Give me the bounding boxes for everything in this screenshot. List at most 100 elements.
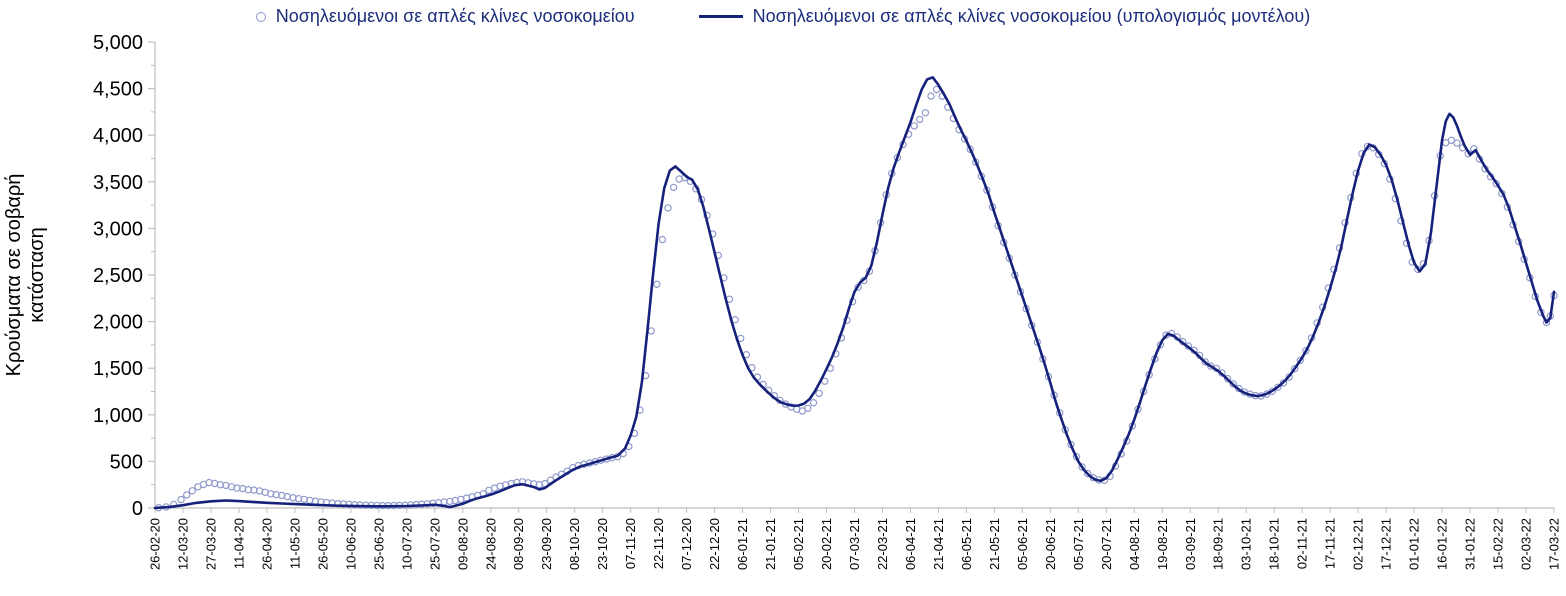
x-tick-label: 25-07-20 xyxy=(427,518,442,570)
y-axis-title-line: Κρούσματα σε σοβαρή xyxy=(3,174,25,377)
y-tick-label: 500 xyxy=(110,451,143,473)
observed-point xyxy=(188,487,196,495)
y-tick-label: 0 xyxy=(132,498,143,520)
y-tick-label: 1,500 xyxy=(93,358,143,380)
y-tick-label: 4,000 xyxy=(93,125,143,147)
x-tick-label: 11-04-20 xyxy=(231,518,246,569)
y-tick-label: 3,000 xyxy=(93,218,143,240)
x-tick-label: 24-08-20 xyxy=(483,518,498,570)
x-tick-label: 04-08-21 xyxy=(1127,518,1142,570)
model-line xyxy=(153,76,1556,510)
x-tick-label: 26-05-20 xyxy=(315,518,330,570)
y-tick-label: 4,500 xyxy=(93,79,143,101)
x-tick-label: 11-05-20 xyxy=(287,518,302,569)
x-tick-label: 02-11-21 xyxy=(1295,518,1310,569)
x-tick-label: 12-03-20 xyxy=(175,518,190,570)
x-tick-label: 08-10-20 xyxy=(567,518,582,570)
open-circle-marker-icon xyxy=(255,11,266,22)
observed-point xyxy=(1285,373,1293,381)
observed-point xyxy=(1083,469,1092,478)
x-tick-label: 22-03-21 xyxy=(875,518,890,570)
observed-point xyxy=(1279,379,1288,387)
x-tick-label: 03-10-21 xyxy=(1239,518,1254,570)
x-tick-label: 22-12-20 xyxy=(707,518,722,570)
x-tick-label: 31-01-22 xyxy=(1463,518,1478,570)
x-tick-label: 01-01-22 xyxy=(1407,518,1422,570)
observed-point xyxy=(1078,463,1086,471)
x-tick-label: 06-01-21 xyxy=(735,518,750,570)
legend-label-model: Νοσηλευόμενοι σε απλές κλίνες νοσοκομείο… xyxy=(752,6,1311,26)
x-tick-label: 10-06-20 xyxy=(343,518,358,570)
x-tick-label: 18-10-21 xyxy=(1267,518,1282,570)
x-tick-label: 15-02-22 xyxy=(1491,518,1506,570)
x-tick-label: 03-09-21 xyxy=(1183,518,1198,570)
legend-label-observed: Νοσηλευόμενοι σε απλές κλίνες νοσοκομείο… xyxy=(275,6,635,26)
x-tick-label: 02-12-21 xyxy=(1351,518,1366,570)
observed-point xyxy=(815,389,823,398)
x-tick-label: 10-07-20 xyxy=(399,518,414,570)
observed-point xyxy=(1223,374,1232,383)
observed-point xyxy=(921,109,930,117)
legend-item-model: Νοσηλευόμενοι σε απλές κλίνες νοσοκομείο… xyxy=(698,6,1311,27)
x-tick-label: 06-05-21 xyxy=(959,518,974,570)
observed-point xyxy=(658,235,667,244)
x-tick-label: 20-02-21 xyxy=(819,518,834,570)
x-tick-label: 20-07-21 xyxy=(1099,518,1114,570)
x-axis: 26-02-20 12-03-20 27-03-20 11-04-20 26-04-20… xyxy=(148,507,1562,570)
observed-point xyxy=(1302,347,1310,355)
observed-point xyxy=(653,280,661,288)
y-axis-title-line: κατάσταση xyxy=(26,227,48,323)
observed-point xyxy=(916,115,924,124)
x-tick-label: 21-05-21 xyxy=(987,518,1002,570)
x-tick-label: 07-12-20 xyxy=(679,518,694,570)
x-tick-label: 22-11-20 xyxy=(651,518,666,569)
x-tick-label: 23-10-20 xyxy=(595,518,610,570)
x-tick-label: 05-02-21 xyxy=(791,518,806,570)
x-tick-label: 25-06-20 xyxy=(371,518,386,570)
observed-point xyxy=(1290,365,1299,373)
legend: Νοσηλευόμενοι σε απλές κλίνες νοσοκομείο… xyxy=(0,6,1566,27)
observed-point xyxy=(669,183,678,192)
x-tick-label: 05-07-21 xyxy=(1071,518,1086,570)
x-tick-label: 21-01-21 xyxy=(763,518,778,570)
observed-point xyxy=(1542,318,1551,327)
observed-point xyxy=(1447,136,1456,145)
observed-point xyxy=(809,399,818,407)
x-tick-label: 23-09-20 xyxy=(539,518,554,570)
x-tick-label: 18-09-21 xyxy=(1211,518,1226,570)
x-tick-label: 26-04-20 xyxy=(259,518,274,570)
observed-point xyxy=(182,491,191,499)
y-tick-label: 1,000 xyxy=(93,405,143,427)
observed-points xyxy=(154,85,1558,512)
x-tick-label: 27-03-20 xyxy=(203,518,218,570)
y-axis-title: Κρούσματα σε σοβαρή κατάσταση xyxy=(3,174,48,377)
x-tick-label: 06-04-21 xyxy=(903,518,918,570)
observed-point xyxy=(1201,358,1209,366)
observed-point xyxy=(647,327,655,335)
y-tick-label: 2,000 xyxy=(93,312,143,334)
x-tick-label: 26-02-20 xyxy=(148,518,163,570)
y-axis: 0 500 1,000 1,500 2,000 2,500 3,000 3,500 4,000 4… xyxy=(93,32,156,520)
x-tick-label: 19-08-21 xyxy=(1155,518,1170,570)
x-tick-label: 07-03-21 xyxy=(847,518,862,570)
observed-point xyxy=(1453,139,1461,147)
line-marker-icon xyxy=(698,15,743,18)
x-tick-label: 02-03-22 xyxy=(1519,518,1534,570)
x-tick-label: 17-12-21 xyxy=(1379,518,1394,570)
y-tick-label: 5,000 xyxy=(93,32,143,54)
x-tick-label: 21-04-21 xyxy=(931,518,946,570)
observed-point xyxy=(177,495,185,504)
observed-point xyxy=(267,490,275,498)
observed-point xyxy=(927,92,935,100)
observed-point xyxy=(1274,383,1282,391)
observed-point xyxy=(910,122,918,130)
x-tick-label: 16-01-22 xyxy=(1435,518,1450,570)
y-tick-label: 2,500 xyxy=(93,265,143,287)
x-tick-label: 20-06-21 xyxy=(1043,518,1058,570)
plot-area: 0 500 1,000 1,500 2,000 2,500 3,000 3,500 4,000 4… xyxy=(3,32,1562,570)
legend-item-observed: Νοσηλευόμενοι σε απλές κλίνες νοσοκομείο… xyxy=(255,6,635,27)
observed-point xyxy=(804,404,812,412)
x-tick-label: 08-09-20 xyxy=(511,518,526,570)
observed-point xyxy=(1296,356,1305,364)
